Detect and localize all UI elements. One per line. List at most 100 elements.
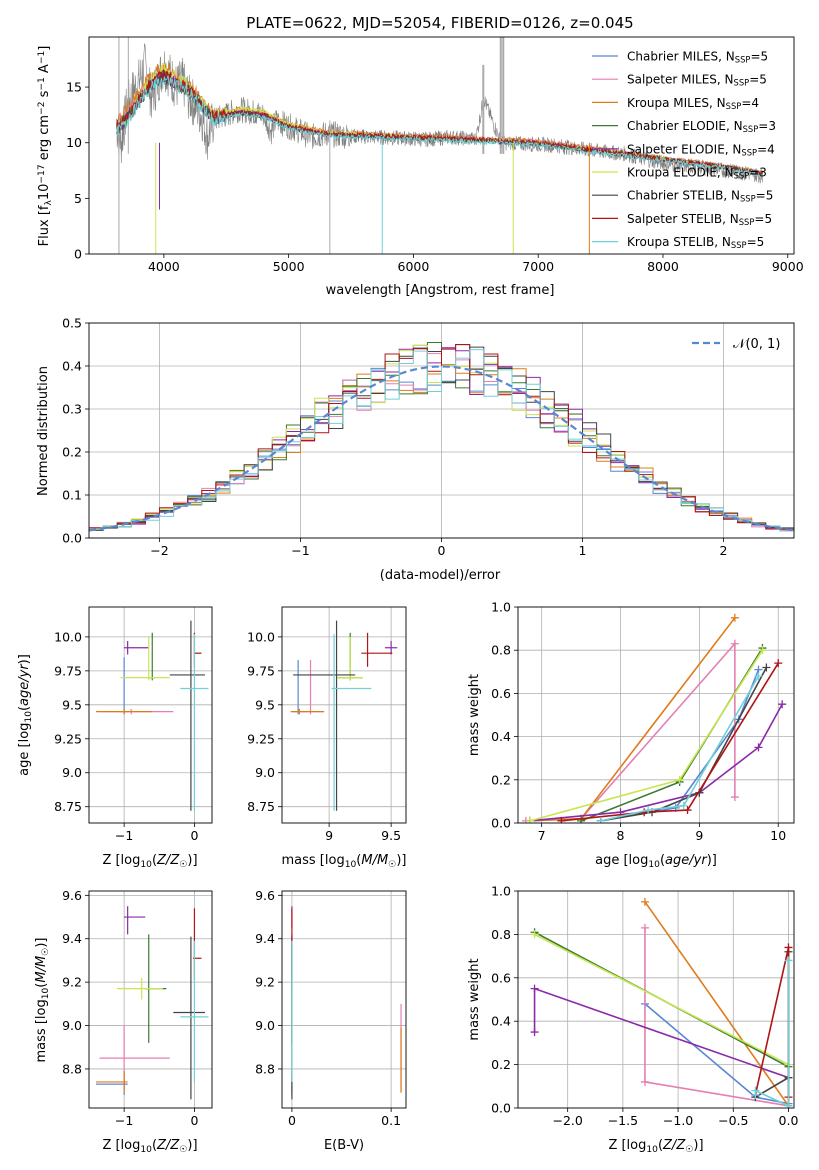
x-tick-label: −1: [115, 1113, 133, 1128]
x-tick-label: 9: [325, 828, 333, 843]
x-tick-label: 8000: [647, 259, 679, 274]
legend-label: Salpeter ELODIE, NSSP=4: [627, 142, 775, 157]
y-tick-label: 9.6: [62, 888, 82, 903]
legend-label: Salpeter MILES, NSSP=5: [627, 73, 767, 88]
mass-weight-marker: [784, 1101, 793, 1108]
mass-weight-line: [525, 641, 736, 822]
y-tick-label: 8.75: [54, 799, 82, 814]
x-tick-label: −2.0: [553, 1113, 583, 1128]
mass-weight-marker: [675, 775, 684, 784]
weight-vs-age-axes: 7 8 9 10 0.0 0.2 0.4 0.6 0.8 1.0 mass weight age [l…: [467, 600, 795, 870]
y-tick-label: 9.4: [255, 931, 275, 946]
age-vs-mass-axes: 9 9.5 8.75 9.0 9.25 9.5 9.75 10.0 mass [log10(M/…: [247, 606, 406, 870]
y-tick-label: 0.6: [491, 970, 511, 985]
x-tick-label: −2: [150, 543, 168, 558]
y-tick-label: 9.0: [62, 1018, 82, 1033]
mass-vs-ebv-axes: 0 0.1 8.8 9.0 9.2 9.4 9.6 E(B-V): [255, 888, 407, 1153]
y-tick-label: 0.2: [491, 772, 511, 787]
mass-weight-marker: [774, 659, 783, 668]
legend-label: Chabrier STELIB, NSSP=5: [627, 189, 773, 204]
y-tick-label: 9.6: [255, 888, 275, 903]
mass-weight-marker: [525, 816, 534, 823]
mass-weight-marker: [683, 806, 692, 815]
legend-label: 𝒩(0, 1): [733, 337, 780, 352]
mass-weight-marker: [751, 1086, 760, 1095]
y-tick-label: 0.4: [491, 1014, 511, 1029]
y-tick-label: 9.2: [255, 975, 275, 990]
legend: Chabrier MILES, NSSP=5 Salpeter MILES, NS…: [592, 50, 776, 250]
axes-frame: [88, 606, 213, 824]
y-tick-label: 1.0: [491, 884, 511, 899]
mass-weight-line: [644, 927, 789, 1107]
histogram-series: [89, 349, 794, 531]
x-tick-label: 2: [720, 543, 728, 558]
mass-weight-line: [754, 960, 790, 1108]
x-axis-label: Z [log10(Z/Z☉)]: [608, 1138, 703, 1155]
plot-area: [96, 620, 209, 811]
y-tick-label: 0.0: [62, 531, 82, 546]
x-axis-label: age [log10(age/yr)]: [595, 853, 717, 870]
weight-vs-z-axes: −2.0 −1.5 −1.0 −0.5 0.0 0.0 0.2 0.4 0.6 0.8 1.0 mas…: [467, 884, 798, 1155]
x-tick-label: −1: [115, 828, 133, 843]
y-tick-label: 0.8: [491, 927, 511, 942]
mass-weight-marker: [758, 646, 767, 655]
x-tick-label: 0.1: [381, 1113, 401, 1128]
y-tick-label: 0.5: [62, 316, 82, 331]
y-tick-label: 10: [66, 135, 82, 150]
y-tick-label: 10.0: [54, 629, 82, 644]
mass-weight-marker: [640, 923, 649, 932]
normal-reference-curve: [89, 365, 794, 532]
y-tick-label: 1.0: [491, 600, 511, 615]
legend-label: Kroupa MILES, NSSP=4: [627, 96, 759, 111]
x-axis-label: E(B-V): [324, 1138, 364, 1153]
mass-weight-marker: [530, 930, 539, 939]
y-tick-label: 0.2: [62, 445, 82, 460]
x-tick-label: 9.5: [381, 828, 401, 843]
y-tick-label: 0.0: [491, 1101, 511, 1116]
plot-area: [290, 620, 398, 811]
x-tick-label: −1.0: [663, 1113, 693, 1128]
y-tick-label: 9.0: [255, 765, 275, 780]
x-axis-label: (data-model)/error: [380, 568, 501, 583]
mass-weight-line: [561, 662, 779, 822]
x-axis-label: wavelength [Angstrom, rest frame]: [326, 283, 555, 298]
x-tick-label: 0: [190, 1113, 198, 1128]
mass-weight-marker: [784, 943, 793, 952]
y-tick-label: 9.4: [62, 931, 82, 946]
x-tick-label: 4000: [148, 259, 180, 274]
x-tick-label: 0: [438, 543, 446, 558]
legend-label: Chabrier ELODIE, NSSP=3: [627, 119, 776, 134]
mass-weight-marker: [754, 672, 763, 681]
axes-frame: [88, 36, 795, 255]
y-tick-label: 0.4: [62, 359, 82, 374]
x-tick-label: −1: [291, 543, 309, 558]
mass-weight-marker: [644, 806, 653, 815]
axes-frame: [88, 890, 213, 1109]
y-tick-label: 9.75: [54, 663, 82, 678]
mass-weight-line: [600, 675, 760, 822]
y-tick-label: 0.0: [491, 816, 511, 831]
x-tick-label: 5000: [273, 259, 305, 274]
y-axis-label: mass weight: [467, 958, 482, 1040]
legend-label: Kroupa ELODIE, NSSP=3: [627, 166, 767, 181]
mass-weight-line: [644, 901, 790, 1107]
mass-weight-marker: [778, 700, 787, 709]
mass-weight-marker: [557, 816, 566, 823]
legend-label: Chabrier MILES, NSSP=5: [627, 50, 768, 65]
histogram-axes: −2 −1 0 1 2 0.0 0.1 0.2 0.3 0.4 0.5 𝒩(0, 1) (data-mo…: [36, 316, 795, 583]
y-tick-label: 8.75: [247, 799, 275, 814]
y-tick-label: 9.5: [62, 697, 82, 712]
y-tick-label: 9.5: [255, 697, 275, 712]
x-tick-label: −0.5: [718, 1113, 748, 1128]
x-tick-label: 10: [770, 828, 786, 843]
mass-weight-marker: [530, 1028, 539, 1037]
y-tick-label: 0.4: [491, 729, 511, 744]
mass-weight-marker: [762, 663, 771, 672]
x-tick-label: 0: [190, 828, 198, 843]
model-spectrum-line: [116, 75, 764, 178]
spectrum-axes: 4000 5000 6000 7000 8000 9000 0 5 10 15 wavelength…: [37, 36, 804, 298]
y-tick-label: 9.25: [247, 731, 275, 746]
y-tick-label: 5: [74, 191, 82, 206]
y-tick-label: 0.1: [62, 488, 82, 503]
